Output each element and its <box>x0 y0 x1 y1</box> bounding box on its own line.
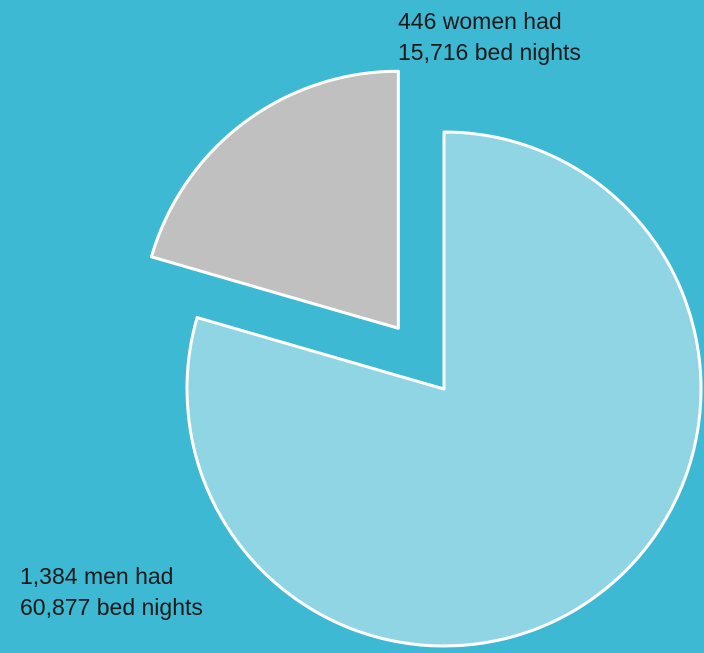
men-label-line-1: 1,384 men had <box>20 563 174 589</box>
women-slice-label: 446 women had 15,716 bed nights <box>398 6 581 68</box>
men-slice-label: 1,384 men had 60,877 bed nights <box>20 561 203 623</box>
women-label-line-1: 446 women had <box>398 8 562 34</box>
women-slice <box>149 69 400 330</box>
men-label-line-2: 60,877 bed nights <box>20 594 203 620</box>
men-slice <box>185 130 703 648</box>
women-label-line-2: 15,716 bed nights <box>398 39 581 65</box>
